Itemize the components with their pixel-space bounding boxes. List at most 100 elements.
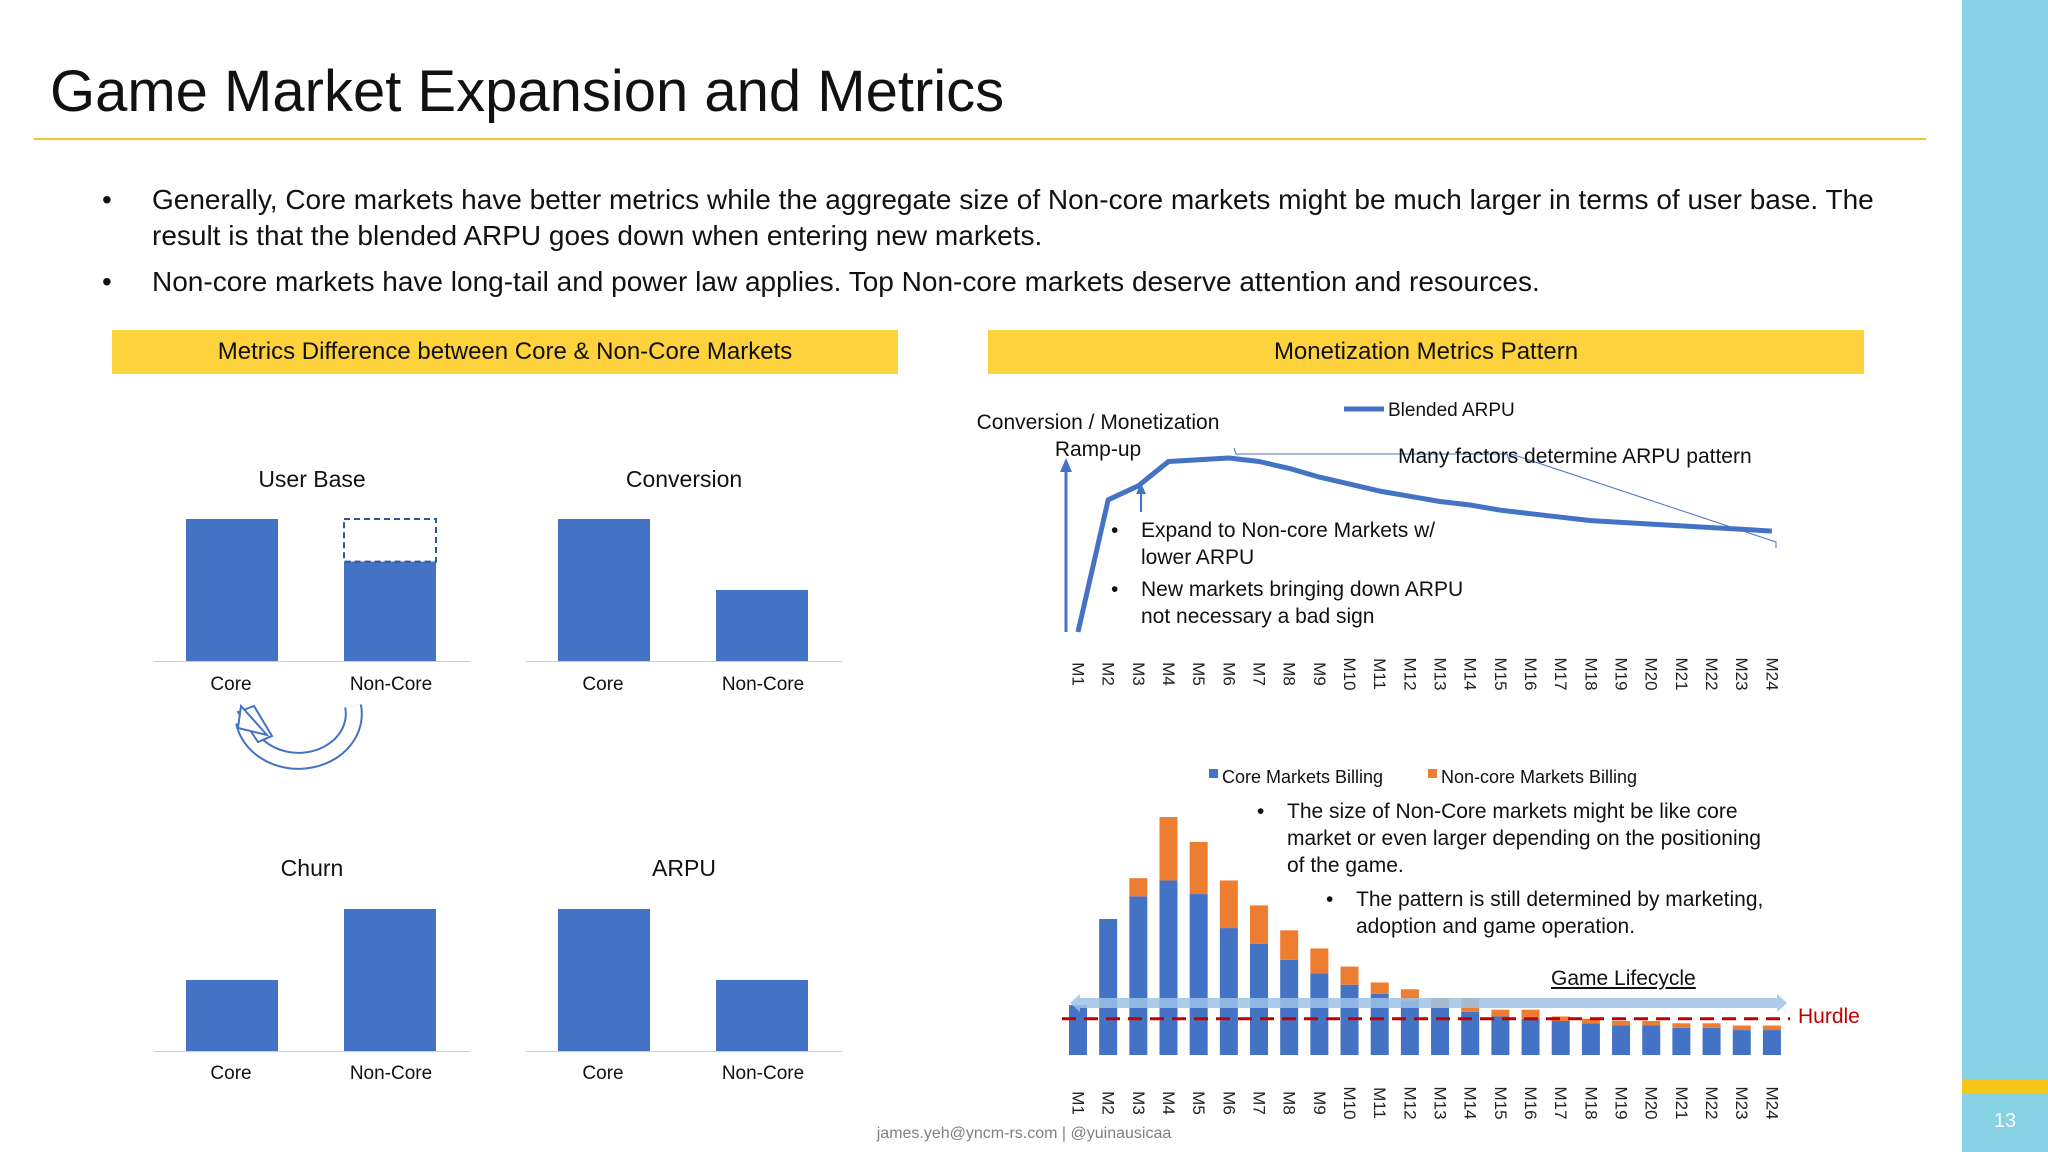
bar-non-core-m8	[1280, 930, 1299, 960]
bar-tick-m4: M4	[1159, 1091, 1178, 1115]
line-tick-m2: M2	[1099, 662, 1118, 686]
billing-stacked-chart: M1 M2 M3 M4 M5 M6 M7 M8 M9 M10 M11 M12 M13 M14 M15 M16 M…	[1062, 769, 1790, 1120]
bar-tick-m1: M1	[1069, 1091, 1088, 1115]
bullet-marker: •	[102, 266, 112, 297]
bar-arpu-non-core	[716, 980, 808, 1051]
arpu-label-non-core: Non-Core	[721, 1063, 805, 1084]
conversion-label-non-core: Non-Core	[721, 674, 805, 695]
chart-title-user-base: User Base	[258, 466, 366, 492]
bar-churn-non-core	[344, 909, 436, 1051]
conversion-label-core: Core	[582, 674, 624, 695]
bar-tick-m16: M16	[1521, 1086, 1540, 1119]
line-tick-m4: M4	[1159, 662, 1178, 686]
line-tick-m21: M21	[1672, 657, 1691, 690]
bar-core-m18	[1581, 1023, 1600, 1055]
line-tick-m11: M11	[1370, 658, 1389, 690]
line-tick-m24: M24	[1762, 657, 1781, 690]
bar-tick-m22: M22	[1702, 1086, 1721, 1119]
note-text: New markets bringing down ARPU not neces…	[1141, 578, 1464, 628]
slide-title: Game Market Expansion and Metrics	[50, 59, 1005, 124]
right-panel-header: Monetization Metrics Pattern	[988, 330, 1864, 374]
line-tick-m8: M8	[1280, 662, 1299, 686]
bar-tick-m15: M15	[1491, 1086, 1510, 1119]
circular-arrow-icon	[235, 703, 363, 770]
bar-non-core-m21	[1672, 1023, 1691, 1028]
line-tick-m12: M12	[1400, 657, 1419, 690]
bar-conversion-core	[558, 519, 650, 661]
title-underline	[34, 138, 1926, 140]
line-tick-m9: M9	[1310, 662, 1329, 686]
bar-core-m17	[1551, 1021, 1570, 1055]
bar-non-core-m17	[1551, 1016, 1570, 1021]
bar-churn-core	[186, 980, 278, 1051]
side-accent-stripe	[1962, 1080, 2048, 1094]
legend-label-non-core: Non-core Markets Billing	[1441, 767, 1638, 787]
arpu-chart	[558, 909, 808, 1051]
bar-core-m22	[1702, 1027, 1721, 1055]
bar-tick-m13: M13	[1431, 1086, 1450, 1119]
left-panel-header: Metrics Difference between Core & Non-Co…	[112, 330, 898, 374]
bar-arpu-core	[558, 909, 650, 1051]
bar-core-m15	[1491, 1016, 1510, 1055]
user-base-chart	[186, 518, 437, 661]
bar-core-m24	[1762, 1030, 1781, 1055]
bar-non-core-m6	[1219, 880, 1238, 929]
bar-tick-m19: M19	[1612, 1086, 1631, 1119]
legend-swatch-non-core	[1428, 769, 1437, 778]
line-tick-m5: M5	[1189, 662, 1208, 686]
bar-core-m16	[1521, 1018, 1540, 1055]
game-lifecycle-arrow	[1070, 994, 1787, 1012]
bar-non-core-m11	[1370, 982, 1389, 994]
line-tick-m17: M17	[1551, 657, 1570, 690]
bar-non-core-m9	[1310, 948, 1329, 974]
legend-label-core: Core Markets Billing	[1222, 767, 1384, 787]
bar-tick-m9: M9	[1310, 1091, 1329, 1115]
bar-tick-m20: M20	[1642, 1086, 1661, 1119]
bullet-marker: •	[1111, 578, 1119, 601]
bar-non-core-m22	[1702, 1023, 1721, 1028]
bar-non-core-m20	[1642, 1021, 1661, 1026]
line-note-1: • Expand to Non-core Markets w/ lower AR…	[1111, 517, 1471, 571]
bar-tick-m23: M23	[1732, 1086, 1751, 1119]
churn-axis	[154, 1051, 470, 1052]
bar-core-m1	[1069, 1005, 1087, 1055]
bar-core-m3	[1129, 896, 1148, 1055]
conversion-chart	[558, 519, 808, 661]
bar-tick-m24: M24	[1762, 1086, 1781, 1119]
bar-user-base-core	[186, 519, 278, 661]
bar-core-m21	[1672, 1027, 1691, 1055]
bar-core-m11	[1370, 993, 1389, 1055]
intro-bullet-1: • Generally, Core markets have better me…	[102, 182, 1902, 254]
line-tick-m22: M22	[1702, 657, 1721, 690]
line-tick-m13: M13	[1431, 657, 1450, 690]
chart-title-arpu: ARPU	[652, 855, 716, 881]
line-tick-m19: M19	[1612, 657, 1631, 690]
line-tick-m16: M16	[1521, 657, 1540, 690]
footer-contact: james.yeh@yncm-rs.com | @yuinausicaa	[876, 1125, 1172, 1142]
bar-non-core-m16	[1521, 1009, 1540, 1019]
bar-non-core-m5	[1189, 841, 1208, 895]
user-base-label-non-core: Non-Core	[349, 674, 433, 695]
bar-core-m20	[1642, 1025, 1661, 1055]
ramp-up-label: Conversion / Monetization Ramp-up	[976, 411, 1220, 461]
bar-non-core-m12	[1400, 989, 1419, 1001]
bar-tick-m7: M7	[1250, 1091, 1269, 1115]
bullet-text: Non-core markets have long-tail and powe…	[152, 266, 1540, 297]
arpu-pattern-label: Many factors determine ARPU pattern	[1398, 445, 1752, 468]
bar-non-core-m15	[1491, 1009, 1510, 1017]
bar-core-m9	[1310, 973, 1329, 1055]
bar-non-core-m24	[1762, 1025, 1781, 1031]
note-text: Expand to Non-core Markets w/ lower ARPU	[1141, 519, 1436, 569]
arpu-line-chart: M1 M2 M3 M4 M5 M6 M7 M8 M9 M10 M11 M12 M13 M14 M15 M16 M…	[1060, 406, 1781, 691]
bar-core-m6	[1219, 928, 1238, 1055]
churn-label-non-core: Non-Core	[349, 1063, 433, 1084]
line-tick-m15: M15	[1491, 657, 1510, 690]
line-tick-m6: M6	[1219, 662, 1238, 686]
bar-tick-m18: M18	[1581, 1086, 1600, 1119]
chart-title-churn: Churn	[280, 855, 344, 881]
side-accent-bar	[1962, 0, 2048, 1152]
series-line-blended-arpu	[1075, 455, 1773, 633]
bar-tick-m2: M2	[1099, 1091, 1118, 1115]
bar-tick-m14: M14	[1461, 1086, 1480, 1119]
bar-core-m14	[1461, 1011, 1480, 1055]
